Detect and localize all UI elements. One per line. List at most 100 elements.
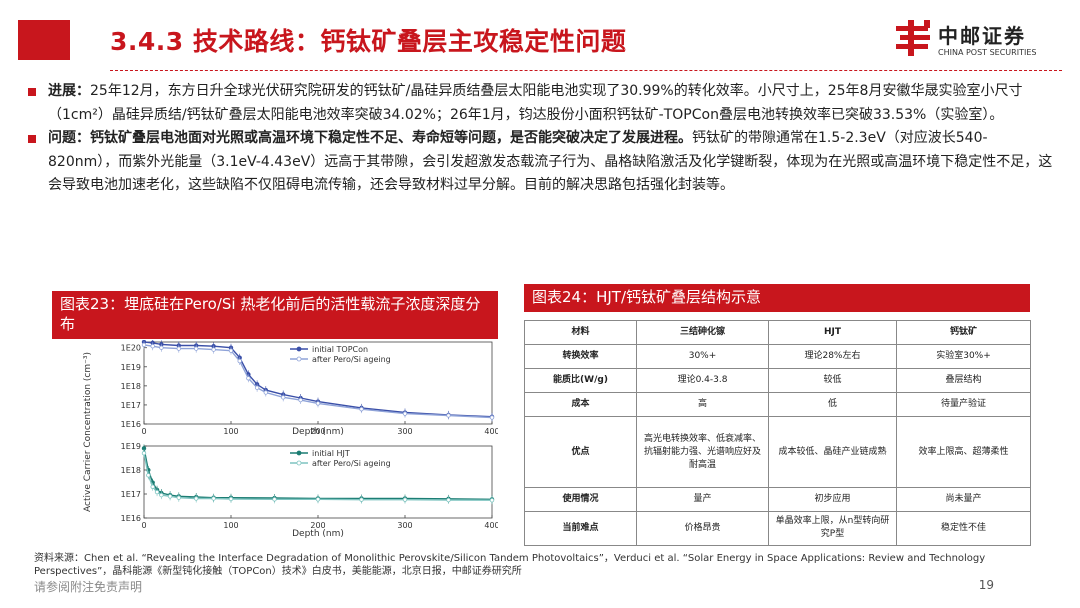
y-tick-label: 1E18 [121, 382, 141, 391]
bullet-text: 25年12月，东方日升全球光伏研究院研发的钙钛矿/晶硅异质结叠层太阳能电池实现了… [48, 83, 1023, 123]
table-cell: 成本较低、晶硅产业链成熟 [768, 416, 897, 488]
comparison-table: 材料 三结砷化镓 HJT 钙钛矿 转换效率 30%+ 理论28%左右 实验室30… [524, 319, 1031, 547]
table-cell: 单晶效率上限，从n型转向研究P型 [768, 510, 897, 547]
data-point [359, 406, 364, 412]
data-point [159, 345, 164, 350]
data-point [315, 401, 321, 406]
legend-label: after Pero/Si ageing [312, 355, 391, 364]
title-divider [110, 70, 1062, 71]
y-tick-label: 1E19 [121, 442, 141, 451]
bullet-list: 进展：25年12月，东方日升全球光伏研究院研发的钙钛矿/晶硅异质结叠层太阳能电池… [26, 80, 1056, 198]
data-point [211, 496, 216, 501]
table-cell: 高 [636, 392, 769, 418]
x-axis-label: Depth (nm) [292, 529, 344, 538]
x-tick-label: 100 [223, 521, 238, 530]
table-cell: 较低 [768, 368, 897, 394]
table-row-header: 转换效率 [524, 344, 637, 370]
china-post-logo-icon [896, 20, 930, 56]
disclaimer-note: 请参阅附注免责声明 [34, 580, 143, 594]
table-cell: 高光电转换效率、低衰减率、抗辐射能力强、光谱响应好及耐高温 [636, 416, 769, 488]
y-tick-label: 1E17 [121, 490, 141, 499]
legend-label: after Pero/Si ageing [312, 459, 391, 468]
y-tick-label: 1E16 [121, 514, 141, 523]
data-point [193, 496, 199, 501]
data-point [154, 489, 160, 495]
bullet-progress: 进展：25年12月，东方日升全球光伏研究院研发的钙钛矿/晶硅异质结叠层太阳能电池… [26, 80, 1056, 127]
bullet-label: 进展： [48, 83, 90, 99]
x-tick-label: 200 [310, 427, 325, 436]
table-row: 成本 高 低 待量产验证 [524, 392, 1031, 418]
x-axis-label: Depth (nm) [292, 427, 344, 437]
bullet-label: 问题： [48, 130, 90, 146]
y-tick-label: 1E16 [121, 420, 141, 429]
table-row-header: 优点 [524, 416, 637, 488]
x-tick-label: 200 [310, 521, 325, 530]
legend-label: initial TOPCon [312, 345, 368, 354]
page-number: 19 [978, 578, 994, 592]
series-line [143, 453, 493, 501]
data-point [193, 346, 199, 351]
legend-marker [296, 460, 302, 466]
data-point [150, 344, 155, 349]
x-tick-label: 300 [397, 521, 412, 530]
x-tick-label: 100 [223, 427, 238, 436]
data-point [246, 376, 251, 381]
table-row-header: 成本 [524, 392, 637, 418]
table-cell: 尚未量产 [896, 486, 1031, 512]
y-axis-label: Active Carrier Concentration (cm⁻³) [83, 352, 93, 512]
data-point [146, 473, 151, 478]
x-tick-label: 400 [484, 521, 498, 530]
table-row: 使用情况 量产 初步应用 尚未量产 [524, 486, 1031, 512]
series-line [143, 341, 493, 418]
x-tick-label: 400 [484, 427, 498, 436]
table-header-cell: 钙钛矿 [896, 319, 1031, 346]
table-cell: 稳定性不佳 [896, 510, 1031, 547]
data-point [150, 484, 155, 489]
series-line [143, 344, 493, 419]
data-point [254, 385, 260, 390]
data-point [280, 395, 286, 400]
table-header-cell: 三结砷化镓 [636, 319, 769, 346]
x-tick-label: 0 [141, 521, 146, 530]
header-accent-bar [18, 20, 70, 60]
data-point [159, 492, 164, 498]
table-row: 当前难点 价格昂贵 单晶效率上限，从n型转向研究P型 稳定性不佳 [524, 510, 1031, 547]
legend-label: initial HJT [312, 449, 350, 458]
logo-english-name: CHINA POST SECURITIES [938, 48, 1037, 57]
data-point [141, 342, 147, 348]
data-point [237, 358, 242, 364]
data-point [176, 495, 181, 500]
data-point [167, 494, 173, 499]
data-point [141, 451, 147, 456]
table-cell: 理论0.4-3.8 [636, 368, 769, 394]
table-row: 能质比(W/g) 理论0.4-3.8 较低 叠层结构 [524, 368, 1031, 394]
source-note: 资料来源：Chen et al. “Revealing the Interfac… [34, 553, 986, 577]
data-point [228, 496, 234, 502]
table-cell: 30%+ [636, 344, 769, 370]
data-point [446, 497, 451, 503]
table-header-cell: HJT [768, 319, 897, 346]
data-point [272, 497, 277, 502]
y-tick-label: 1E18 [121, 466, 141, 475]
series-line [143, 448, 493, 500]
company-logo: 中邮证券 CHINA POST SECURITIES [894, 16, 1064, 66]
x-tick-label: 300 [397, 427, 412, 436]
bullet-marker [28, 135, 36, 143]
data-point [446, 413, 451, 418]
data-point [359, 497, 364, 502]
y-tick-label: 1E17 [121, 401, 141, 410]
bullet-problem: 问题：钙钛矿叠层电池面对光照或高温环境下稳定性不足、寿命短等问题，是否能突破决定… [26, 127, 1056, 198]
logo-chinese-name: 中邮证券 [938, 24, 1026, 48]
legend-marker [296, 356, 302, 362]
data-point [402, 411, 408, 416]
bullet-bold-text: 钙钛矿叠层电池面对光照或高温环境下稳定性不足、寿命短等问题，是否能突破决定了发展… [90, 130, 692, 146]
y-tick-label: 1E19 [121, 363, 141, 372]
table-row-header: 使用情况 [524, 486, 637, 512]
figure-23-title: 图表23：埋底硅在Pero/Si 热老化前后的活性载流子浓度深度分布 [52, 291, 498, 339]
table-header-row: 材料 三结砷化镓 HJT 钙钛矿 [524, 319, 1031, 346]
data-point [211, 347, 216, 352]
bullet-text: 钙钛矿的带隙通常在1.5-2.3eV（对应波长540-820nm），而紫外光能量… [48, 130, 1053, 193]
table-cell: 初步应用 [768, 486, 897, 512]
data-point [489, 498, 495, 503]
legend-marker [296, 346, 302, 352]
